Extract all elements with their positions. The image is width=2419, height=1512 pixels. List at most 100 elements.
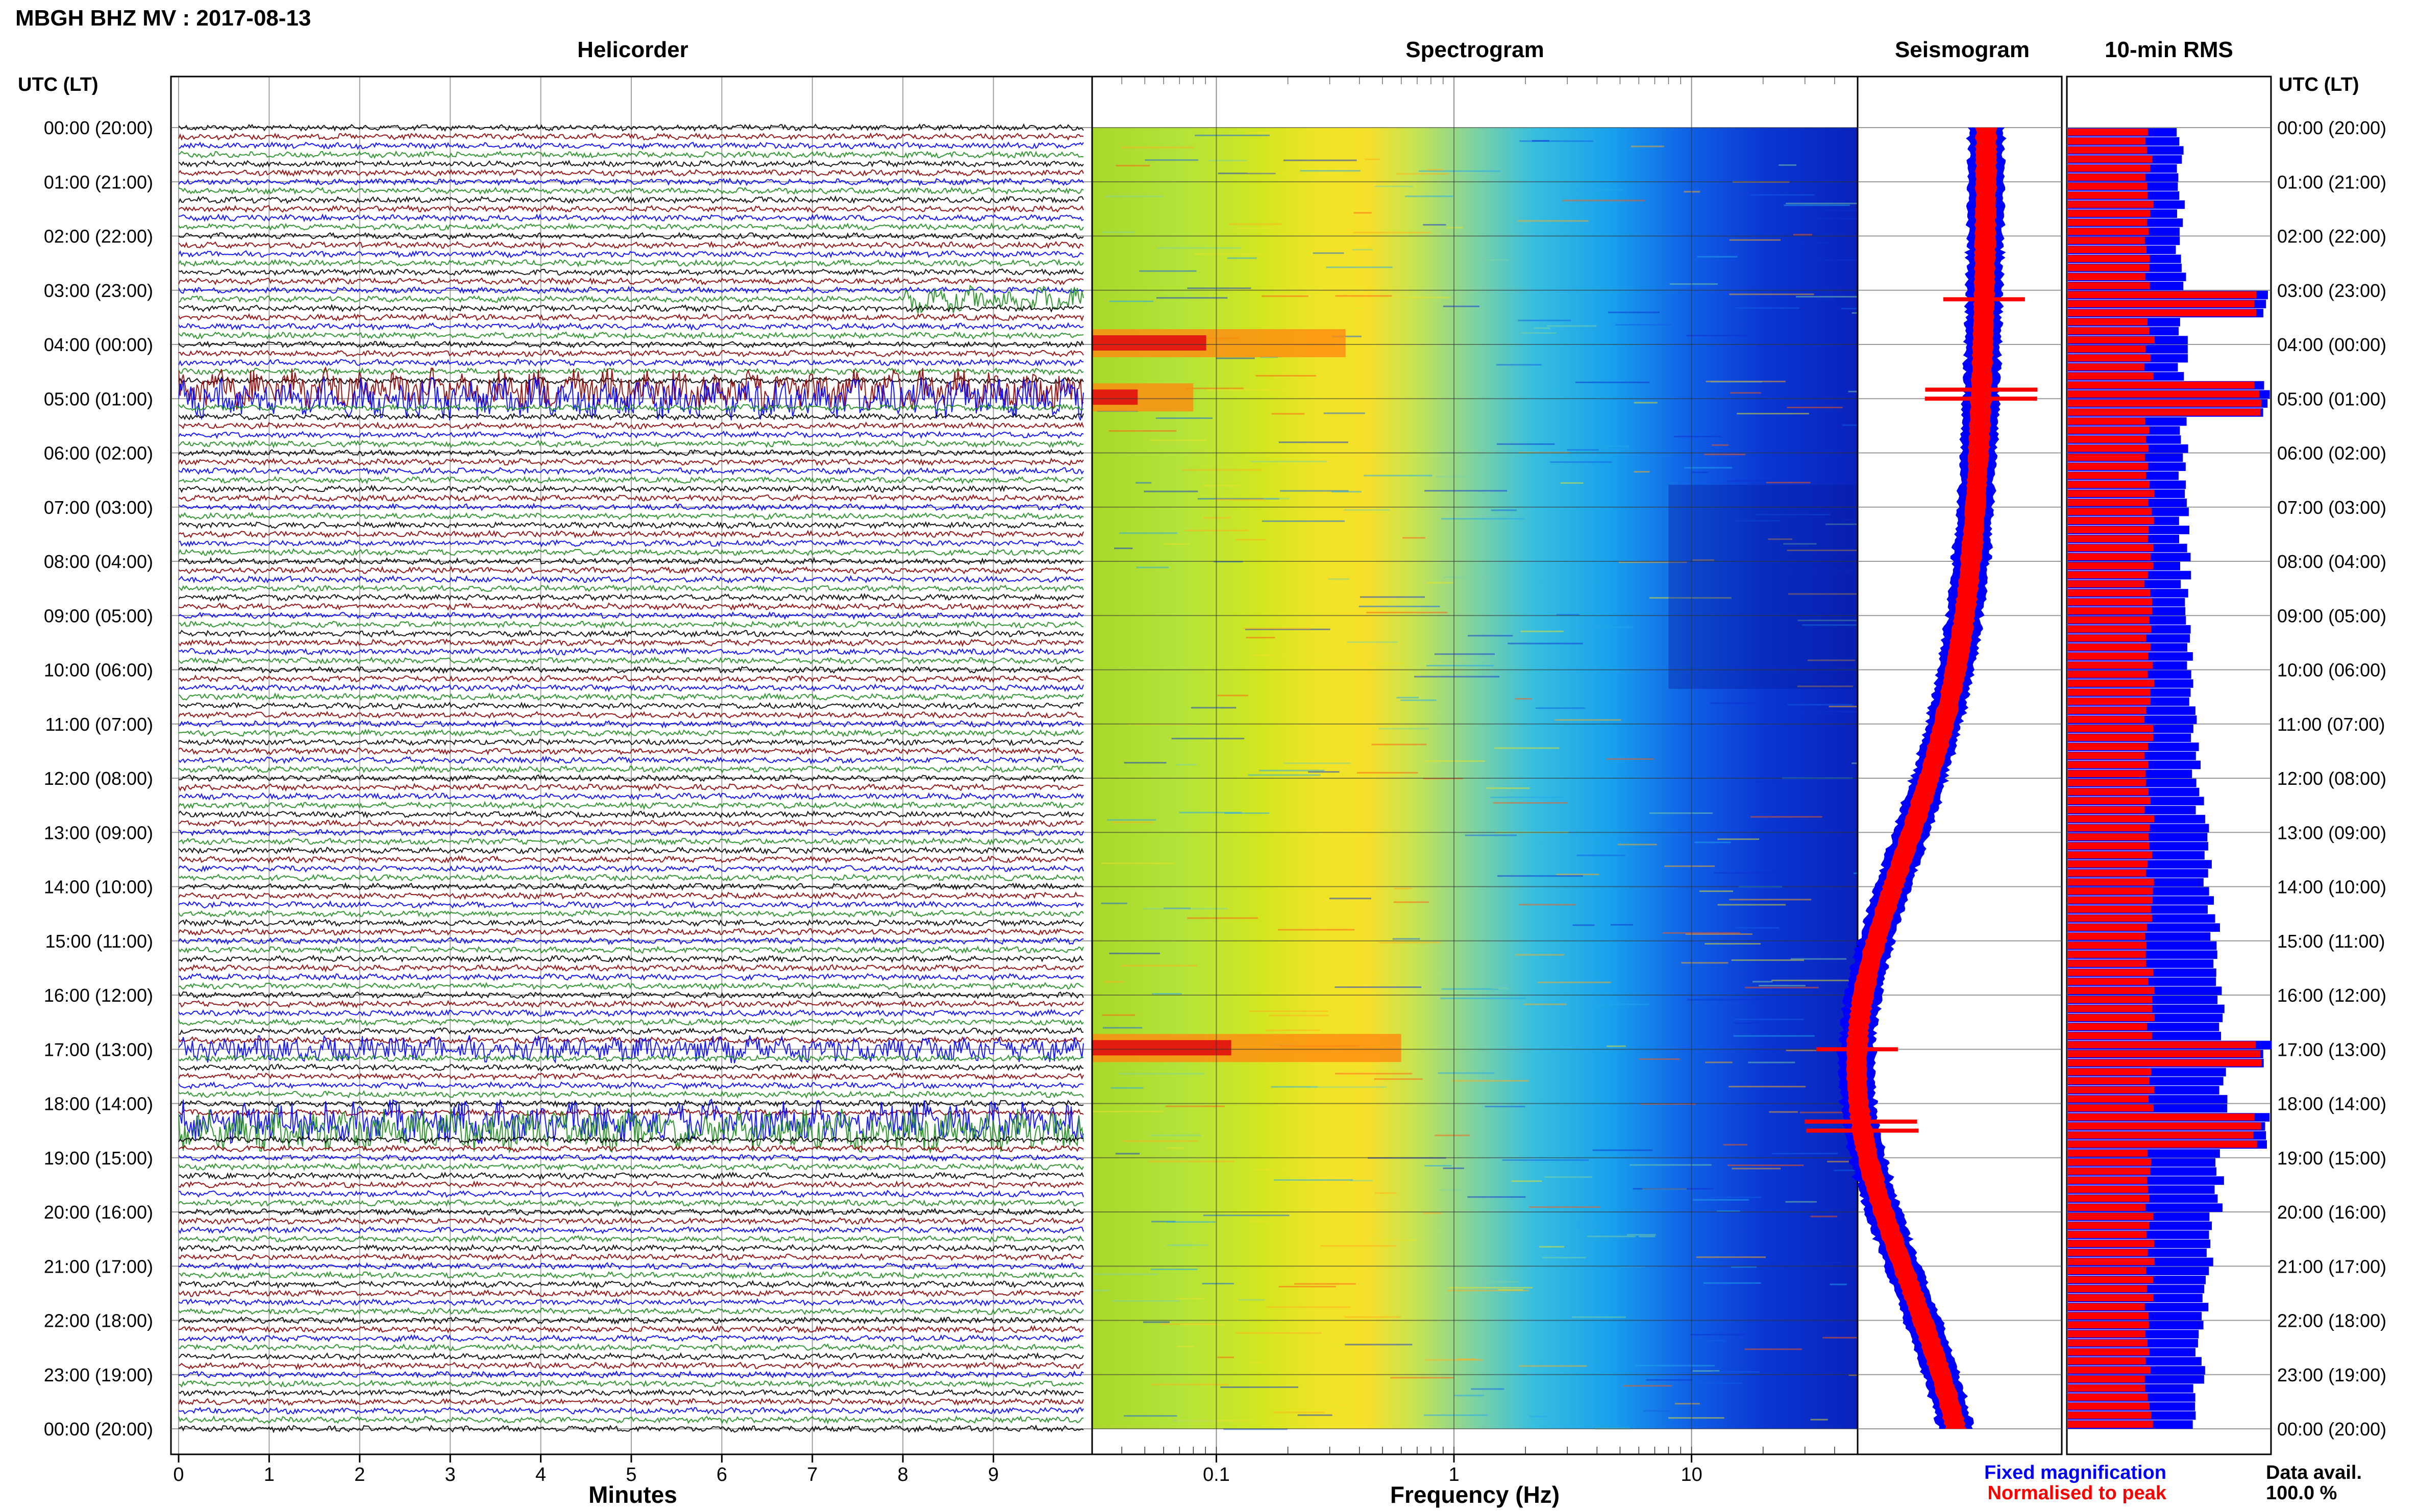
helicorder-trace-line bbox=[179, 629, 1084, 638]
seismogram-panel bbox=[1805, 76, 2063, 1455]
helicorder-trace-line bbox=[179, 403, 1084, 412]
spectrogram-speckle bbox=[1717, 904, 1786, 906]
figure-title: MBGH BHZ MV : 2017-08-13 bbox=[15, 6, 311, 31]
spectrogram-speckle bbox=[1752, 981, 1773, 983]
helicorder-trace-line bbox=[179, 611, 1084, 620]
helicorder-tick-label: 4 bbox=[535, 1464, 546, 1485]
spectrogram-speckle bbox=[1423, 1414, 1488, 1416]
spectrogram-speckle bbox=[1727, 1164, 1804, 1167]
rms-normalised-bar bbox=[2068, 210, 2151, 217]
spectrogram-speckle bbox=[1181, 469, 1262, 471]
spectrogram-speckle bbox=[1696, 1256, 1766, 1258]
spectrogram-speckle bbox=[1729, 239, 1781, 241]
spectrogram-speckle bbox=[1112, 821, 1154, 823]
helicorder-tick-label: 3 bbox=[445, 1464, 456, 1485]
rms-normalised-bar bbox=[2068, 752, 2145, 759]
spectrogram-speckle bbox=[1331, 335, 1362, 337]
spectrogram-speckle bbox=[1393, 901, 1429, 903]
spectrogram-speckle bbox=[1331, 491, 1362, 493]
rms-normalised-bar bbox=[2068, 1122, 2261, 1130]
rms-normalised-bar bbox=[2068, 363, 2145, 371]
spectrogram-speckle bbox=[1788, 593, 1858, 595]
spectrogram-speckle bbox=[1737, 413, 1809, 415]
spectrogram-speckle bbox=[1535, 707, 1586, 709]
spectrogram-speckle bbox=[1378, 728, 1429, 730]
spectrogram-speckle bbox=[1675, 1403, 1700, 1405]
spectrogram-speckle bbox=[1448, 1286, 1533, 1288]
rms-normalised-bar bbox=[2068, 571, 2148, 579]
helicorder-trace-line bbox=[179, 1207, 1084, 1217]
helicorder-trace-line bbox=[179, 1370, 1084, 1379]
spectrogram-speckle bbox=[1426, 582, 1453, 584]
hour-label-left: 10:00 (06:00) bbox=[44, 660, 153, 681]
rms-normalised-bar bbox=[2068, 806, 2145, 813]
spectrogram-speckle bbox=[1745, 986, 1819, 988]
spectrogram-speckle bbox=[1435, 1134, 1470, 1136]
spectrogram-speckle bbox=[1243, 628, 1311, 630]
spectrogram-speckle bbox=[1523, 1003, 1567, 1005]
spectrogram-speckle bbox=[1567, 449, 1599, 451]
rms-normalised-bar bbox=[2068, 688, 2151, 696]
rms-normalised-bar bbox=[2068, 1131, 2254, 1139]
rms-normalised-bar bbox=[2068, 1294, 2154, 1302]
helicorder-trace-line bbox=[179, 1008, 1083, 1018]
spectrogram-speckle bbox=[1176, 763, 1197, 765]
spectrogram-speckle bbox=[1649, 812, 1713, 814]
time-axis-label-left: UTC (LT) bbox=[18, 74, 98, 95]
helicorder-trace-line bbox=[179, 584, 1084, 593]
spectrogram-speckle bbox=[1729, 899, 1811, 901]
spectrogram-speckle bbox=[1592, 1149, 1653, 1151]
spectrogram-speckle bbox=[1119, 1073, 1205, 1075]
spectrogram-speckle bbox=[1768, 538, 1793, 540]
spectrogram-speckle bbox=[1170, 1244, 1208, 1246]
spectrogram-speckle bbox=[1744, 1348, 1802, 1350]
spectrogram-speckle bbox=[1335, 986, 1422, 988]
spectrogram-speckle bbox=[1618, 1266, 1645, 1268]
rms-normalised-bar bbox=[2068, 1041, 2256, 1049]
spectrogram-speckle bbox=[1352, 249, 1373, 251]
hour-label-right: 03:00 (23:00) bbox=[2277, 280, 2386, 301]
helicorder-trace-line bbox=[179, 412, 1084, 422]
rms-normalised-bar bbox=[2068, 327, 2150, 335]
rms-normalised-bars bbox=[2068, 129, 2262, 1428]
helicorder-tick-label: 7 bbox=[807, 1464, 818, 1485]
spectrogram-speckle bbox=[1197, 498, 1279, 500]
spectrogram-tick-label: 1 bbox=[1448, 1464, 1459, 1485]
rms-normalised-bar bbox=[2068, 264, 2150, 271]
spectrogram-speckle bbox=[1646, 1379, 1693, 1381]
rms-normalised-bar bbox=[2068, 589, 2151, 597]
rms-normalised-bar bbox=[2068, 924, 2147, 931]
hour-label-left: 17:00 (13:00) bbox=[44, 1039, 153, 1060]
helicorder-trace-line bbox=[179, 882, 1084, 891]
spectrogram-speckle bbox=[1171, 737, 1245, 739]
spectrogram-speckle bbox=[1136, 482, 1152, 484]
hour-label-right: 13:00 (09:00) bbox=[2277, 822, 2386, 843]
seismogram-event-spike bbox=[1943, 297, 2025, 302]
rms-normalised-bar bbox=[2068, 725, 2154, 732]
spectrogram-speckle bbox=[1390, 1377, 1454, 1379]
helicorder-trace-line bbox=[179, 647, 1084, 656]
rms-normalised-bar bbox=[2068, 1421, 2153, 1428]
spectrogram-speckle bbox=[1121, 964, 1198, 966]
helicorder-trace-line bbox=[179, 132, 1084, 141]
helicorder-trace-line bbox=[179, 421, 1084, 430]
spectrogram-speckle bbox=[1748, 1061, 1795, 1063]
spectrogram-speckle bbox=[1822, 210, 1858, 212]
hour-label-left: 00:00 (20:00) bbox=[44, 117, 153, 138]
spectrogram-speckle bbox=[1149, 1160, 1235, 1162]
helicorder-trace-line bbox=[179, 909, 1084, 919]
spectrogram-speckle bbox=[1347, 641, 1398, 643]
rms-normalised-bar bbox=[2068, 1312, 2149, 1320]
rms-normalised-bar bbox=[2068, 1330, 2145, 1337]
spectrogram-speckle bbox=[1400, 699, 1437, 701]
rms-normalised-bar bbox=[2068, 246, 2146, 253]
spectrogram-speckle bbox=[1811, 218, 1858, 220]
spectrogram-speckle bbox=[1414, 676, 1500, 678]
rms-normalised-bar bbox=[2068, 318, 2148, 326]
rms-normalised-bar bbox=[2068, 1384, 2145, 1392]
rms-normalised-bar bbox=[2068, 643, 2151, 651]
helicorder-trace-line bbox=[179, 1234, 1084, 1244]
spectrogram-speckle bbox=[1368, 1240, 1417, 1242]
spectrogram-speckle bbox=[1699, 890, 1734, 892]
rms-normalised-bar bbox=[2068, 1394, 2148, 1401]
